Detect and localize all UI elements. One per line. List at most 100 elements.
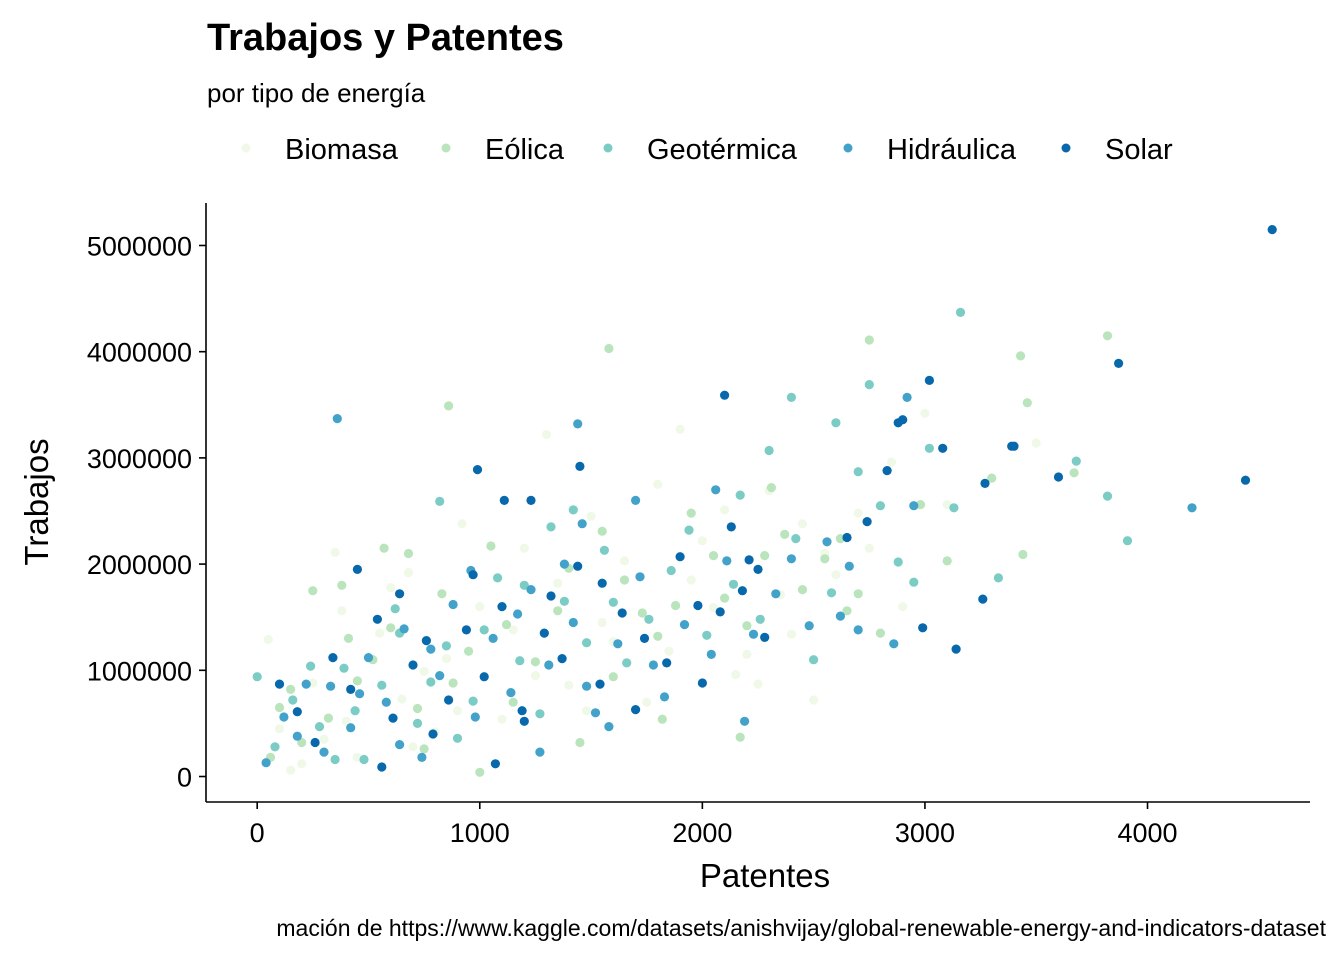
data-point	[513, 609, 523, 619]
data-point	[375, 628, 385, 638]
y-tick-label-1: 1000000	[87, 656, 192, 686]
data-point	[842, 606, 852, 616]
data-point	[472, 465, 483, 475]
data-point	[461, 625, 471, 635]
data-point	[822, 537, 832, 547]
data-point	[666, 565, 676, 576]
data-point	[395, 740, 405, 750]
data-point	[270, 742, 280, 752]
data-point	[435, 671, 445, 681]
data-point	[938, 443, 948, 453]
data-point	[720, 593, 730, 603]
data-point	[619, 556, 630, 566]
data-point	[853, 625, 863, 635]
data-point	[426, 644, 436, 654]
data-point	[330, 754, 340, 765]
x-tick-label-2: 2000	[672, 818, 732, 848]
series-4	[274, 225, 1277, 772]
data-point	[753, 564, 763, 575]
data-point	[804, 621, 814, 631]
data-point	[642, 697, 652, 707]
data-point	[326, 681, 336, 691]
x-axis-ticks: 0 1000 2000 3000 4000	[250, 802, 1178, 848]
data-point	[508, 625, 518, 635]
data-point	[519, 543, 529, 553]
data-point	[898, 602, 908, 612]
data-point	[951, 644, 961, 654]
legend-label-1: Eólica	[485, 134, 565, 166]
data-point	[573, 419, 583, 429]
data-point	[902, 392, 912, 402]
data-point	[330, 547, 340, 558]
data-point	[1240, 475, 1251, 485]
data-point	[731, 670, 741, 680]
data-point	[310, 737, 320, 748]
x-tick-label-1: 1000	[450, 818, 510, 848]
series-0	[263, 408, 1041, 775]
data-point	[797, 519, 808, 529]
data-point	[475, 767, 485, 777]
data-point	[363, 653, 374, 663]
data-point	[355, 689, 365, 699]
data-point	[715, 607, 725, 617]
y-axis-title: Trabajos	[18, 438, 55, 565]
data-point	[386, 623, 396, 633]
data-point	[679, 620, 690, 630]
data-point	[604, 722, 614, 732]
data-point	[468, 570, 478, 580]
data-point	[659, 692, 670, 702]
data-point	[568, 617, 578, 628]
data-point	[639, 633, 650, 644]
data-point	[539, 628, 549, 638]
data-point	[490, 759, 500, 769]
data-point	[261, 758, 271, 768]
data-point	[499, 495, 509, 505]
data-point	[286, 684, 296, 695]
data-point	[1071, 456, 1081, 466]
legend-key-2	[603, 143, 613, 153]
data-point	[372, 614, 382, 624]
data-point	[535, 747, 545, 757]
data-point	[337, 580, 347, 590]
data-point	[435, 496, 445, 506]
data-point	[564, 680, 574, 690]
data-point	[955, 307, 966, 317]
data-point	[780, 529, 790, 540]
data-point	[1102, 331, 1113, 341]
data-point	[444, 695, 454, 705]
data-point	[608, 597, 618, 607]
data-point	[635, 572, 645, 582]
data-point	[875, 501, 886, 511]
data-point	[1053, 472, 1064, 482]
data-point	[288, 695, 298, 705]
data-point	[519, 580, 529, 590]
data-point	[853, 467, 863, 477]
data-point	[546, 591, 556, 601]
data-point	[853, 508, 863, 518]
data-point	[274, 702, 285, 713]
data-point	[708, 603, 719, 613]
data-point	[544, 660, 554, 670]
y-tick-label-3: 3000000	[87, 444, 192, 474]
data-point	[697, 536, 708, 546]
data-point	[452, 706, 463, 716]
data-point	[831, 570, 841, 580]
data-point	[722, 556, 732, 566]
data-point	[684, 525, 694, 535]
data-point	[631, 495, 641, 505]
data-point	[517, 706, 527, 716]
data-point	[263, 634, 273, 645]
data-point	[617, 608, 627, 618]
data-point	[853, 589, 863, 599]
data-point	[390, 604, 400, 614]
data-point	[755, 614, 765, 624]
data-point	[421, 636, 431, 646]
data-point	[546, 522, 556, 532]
data-point	[702, 630, 712, 640]
data-point	[497, 602, 507, 612]
data-point	[797, 585, 808, 595]
source-caption: mación de https://www.kaggle.com/dataset…	[276, 915, 1326, 941]
data-point	[1102, 491, 1113, 501]
data-point	[662, 658, 672, 668]
data-point	[452, 733, 463, 743]
